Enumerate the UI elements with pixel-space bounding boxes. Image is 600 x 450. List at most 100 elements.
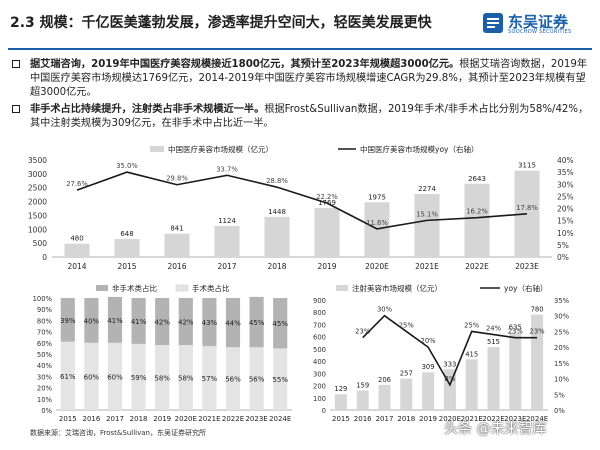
y-tick-label: 90% [37,306,53,314]
yoy-value-label: 23% [508,328,524,336]
bar [114,239,140,257]
bar-value-label: 1448 [268,208,286,216]
yoy-value-label: 27.6% [66,180,88,188]
yoy-value-label: 8% [445,375,456,383]
surgical-bar [202,346,217,410]
header-divider [8,48,592,50]
bar [314,207,340,257]
y-tick-label: 200 [313,383,326,391]
x-tick-label: 2021E [461,415,483,423]
nonsurgical-bar [202,298,217,347]
bar [356,390,369,410]
surgical-share-label: 59% [131,374,147,382]
surgical-bar [273,348,288,410]
bar [334,394,347,410]
surgical-share-label: 60% [84,373,100,381]
logo-text: 东吴证券 [508,13,569,31]
legend-nonsurgical-swatch [96,285,108,291]
bar [509,332,522,410]
nonsurgical-share-label: 45% [272,320,288,328]
legend-label: yoy（右轴） [504,283,547,293]
nonsurgical-bar [178,298,193,346]
x-tick-label: 2015 [332,415,350,423]
x-tick-label: 2020E [175,415,197,423]
surgical-share-label: 55% [272,376,288,384]
yoy-value-label: 23% [355,328,371,336]
nonsurgical-bar [273,298,288,349]
source-note: 数据来源：艾瑞咨询，Frost&Sullivan，东吴证券研究所 [30,429,206,437]
nonsurgical-share-label: 43% [202,319,218,327]
yoy-value-label: 30% [377,306,393,314]
yoy-value-label: 15.1% [416,210,438,218]
x-tick-label: 2023E [504,415,526,423]
x-tick-label: 2015 [117,262,136,271]
nonsurgical-share-label: 39% [60,317,76,325]
yoy-value-label: 29.8% [166,175,188,183]
bar [264,216,290,257]
y-tick-label: 80% [37,317,53,325]
checkbox-square-icon [12,105,20,113]
y-tick-label: 3000 [28,170,47,179]
x-tick-label: 2016 [167,262,186,271]
bar [400,378,413,410]
x-tick-label: 2018 [267,262,286,271]
surgical-bar [131,343,146,410]
surgical-bar [60,341,75,410]
yoy-value-label: 20% [421,337,437,345]
bar-value-label: 480 [70,235,83,243]
bar-value-label: 333 [443,360,456,368]
bar-value-label: 415 [465,350,478,358]
y-tick-label: 0 [322,407,326,415]
bullet-text: 根据Frost&Sullivan数据，2019年手术/非手术占比分别为58%/4… [30,104,589,129]
yoy-line [76,171,528,230]
surgical-share-label: 61% [60,373,76,381]
y-right-tick-label: 15% [554,360,570,368]
bar [422,372,435,410]
nonsurgical-bar [225,298,241,348]
surgical-share-label: 57% [202,375,218,383]
x-tick-label: 2018 [130,415,148,423]
bar-value-label: 2274 [418,185,436,193]
bar [531,314,544,410]
bullet-bold-text: 据艾瑞咨询，2019年中国医疗美容规模接近1800亿元，其预计至2023年规模超… [30,59,460,70]
bullet-bold-text: 非手术占比持续提升，注射类占非手术规模近一半。 [30,104,265,115]
x-tick-label: 2016 [82,415,100,423]
y-right-tick-label: 20% [557,205,574,214]
x-tick-label: 2017 [217,262,236,271]
bar-value-label: 2643 [468,175,486,183]
y-tick-label: 30% [37,373,53,381]
y-right-tick-label: 10% [557,229,574,238]
bar-value-label: 648 [120,230,133,238]
x-tick-label: 2020E [365,262,389,271]
y-tick-label: 300 [313,370,326,378]
yoy-value-label: 35.0% [116,162,138,170]
bullet-item: 非手术占比持续提升，注射类占非手术规模近一半。根据Frost&Sullivan数… [12,103,592,131]
checkbox-square-icon [12,60,20,68]
y-tick-label: 40% [37,362,53,370]
nonsurgical-share-label: 42% [154,319,170,327]
x-tick-label: 2022E [222,415,244,423]
y-right-tick-label: 30% [554,313,570,321]
nonsurgical-bar [84,298,99,343]
y-right-tick-label: 10% [554,376,570,384]
bar-value-label: 780 [531,306,544,314]
y-tick-label: 2500 [28,184,47,193]
nonsurgical-bar [131,298,146,344]
bar [64,243,90,257]
legend-label: 中国医疗美容市场规模（亿元） [168,144,273,154]
x-tick-label: 2017 [106,415,124,423]
y-right-tick-label: 35% [554,297,570,305]
nonsurgical-bar [107,296,123,343]
y-tick-label: 600 [313,334,326,342]
y-tick-label: 1000 [28,225,47,234]
y-tick-label: 70% [37,329,53,337]
y-tick-label: 100 [313,395,326,403]
legend-label: 非手术类占比 [112,283,157,293]
yoy-value-label: 11.6% [366,219,388,227]
y-tick-label: 100% [33,295,53,303]
bullet-text: 根据艾瑞咨询数据，2019年中国医疗美容市场规模达1769亿元，2014-201… [30,59,588,98]
y-right-tick-label: 0% [557,253,569,262]
legend-bar-swatch [336,285,348,291]
surgical-share-label: 60% [107,373,123,381]
